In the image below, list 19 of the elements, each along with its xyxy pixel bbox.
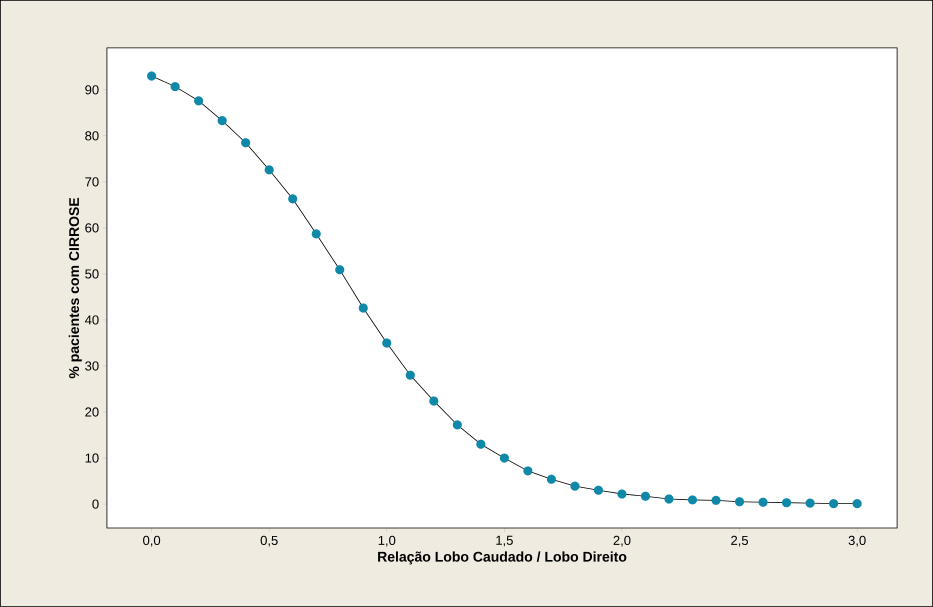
x-tick-label: 0,0	[143, 536, 160, 547]
y-tick-label: 0	[92, 499, 99, 509]
x-tick-label: 0,5	[260, 536, 278, 547]
x-tick-label: 1,0	[378, 536, 396, 547]
y-tick-label: 60	[85, 223, 99, 233]
y-tick-label: 20	[85, 407, 99, 417]
x-tick-label: 2,0	[614, 536, 630, 547]
x-tick-label: 1,5	[496, 536, 513, 546]
x-tick-label: 2,5	[731, 536, 748, 547]
y-axis-title: % pacientes com CIRROSE	[68, 198, 82, 378]
y-tick-label: 30	[85, 361, 99, 371]
y-tick-label: 40	[84, 315, 99, 325]
x-axis-title: Relação Lobo Caudado / Lobo Direito	[378, 551, 626, 564]
y-tick-label: 50	[85, 269, 99, 279]
x-tick-label: 3,0	[848, 536, 866, 547]
y-tick-label: 70	[85, 177, 99, 186]
y-tick-label: 90	[85, 85, 99, 94]
y-tick-label: 10	[86, 453, 99, 463]
y-tick-label: 80	[85, 131, 99, 140]
